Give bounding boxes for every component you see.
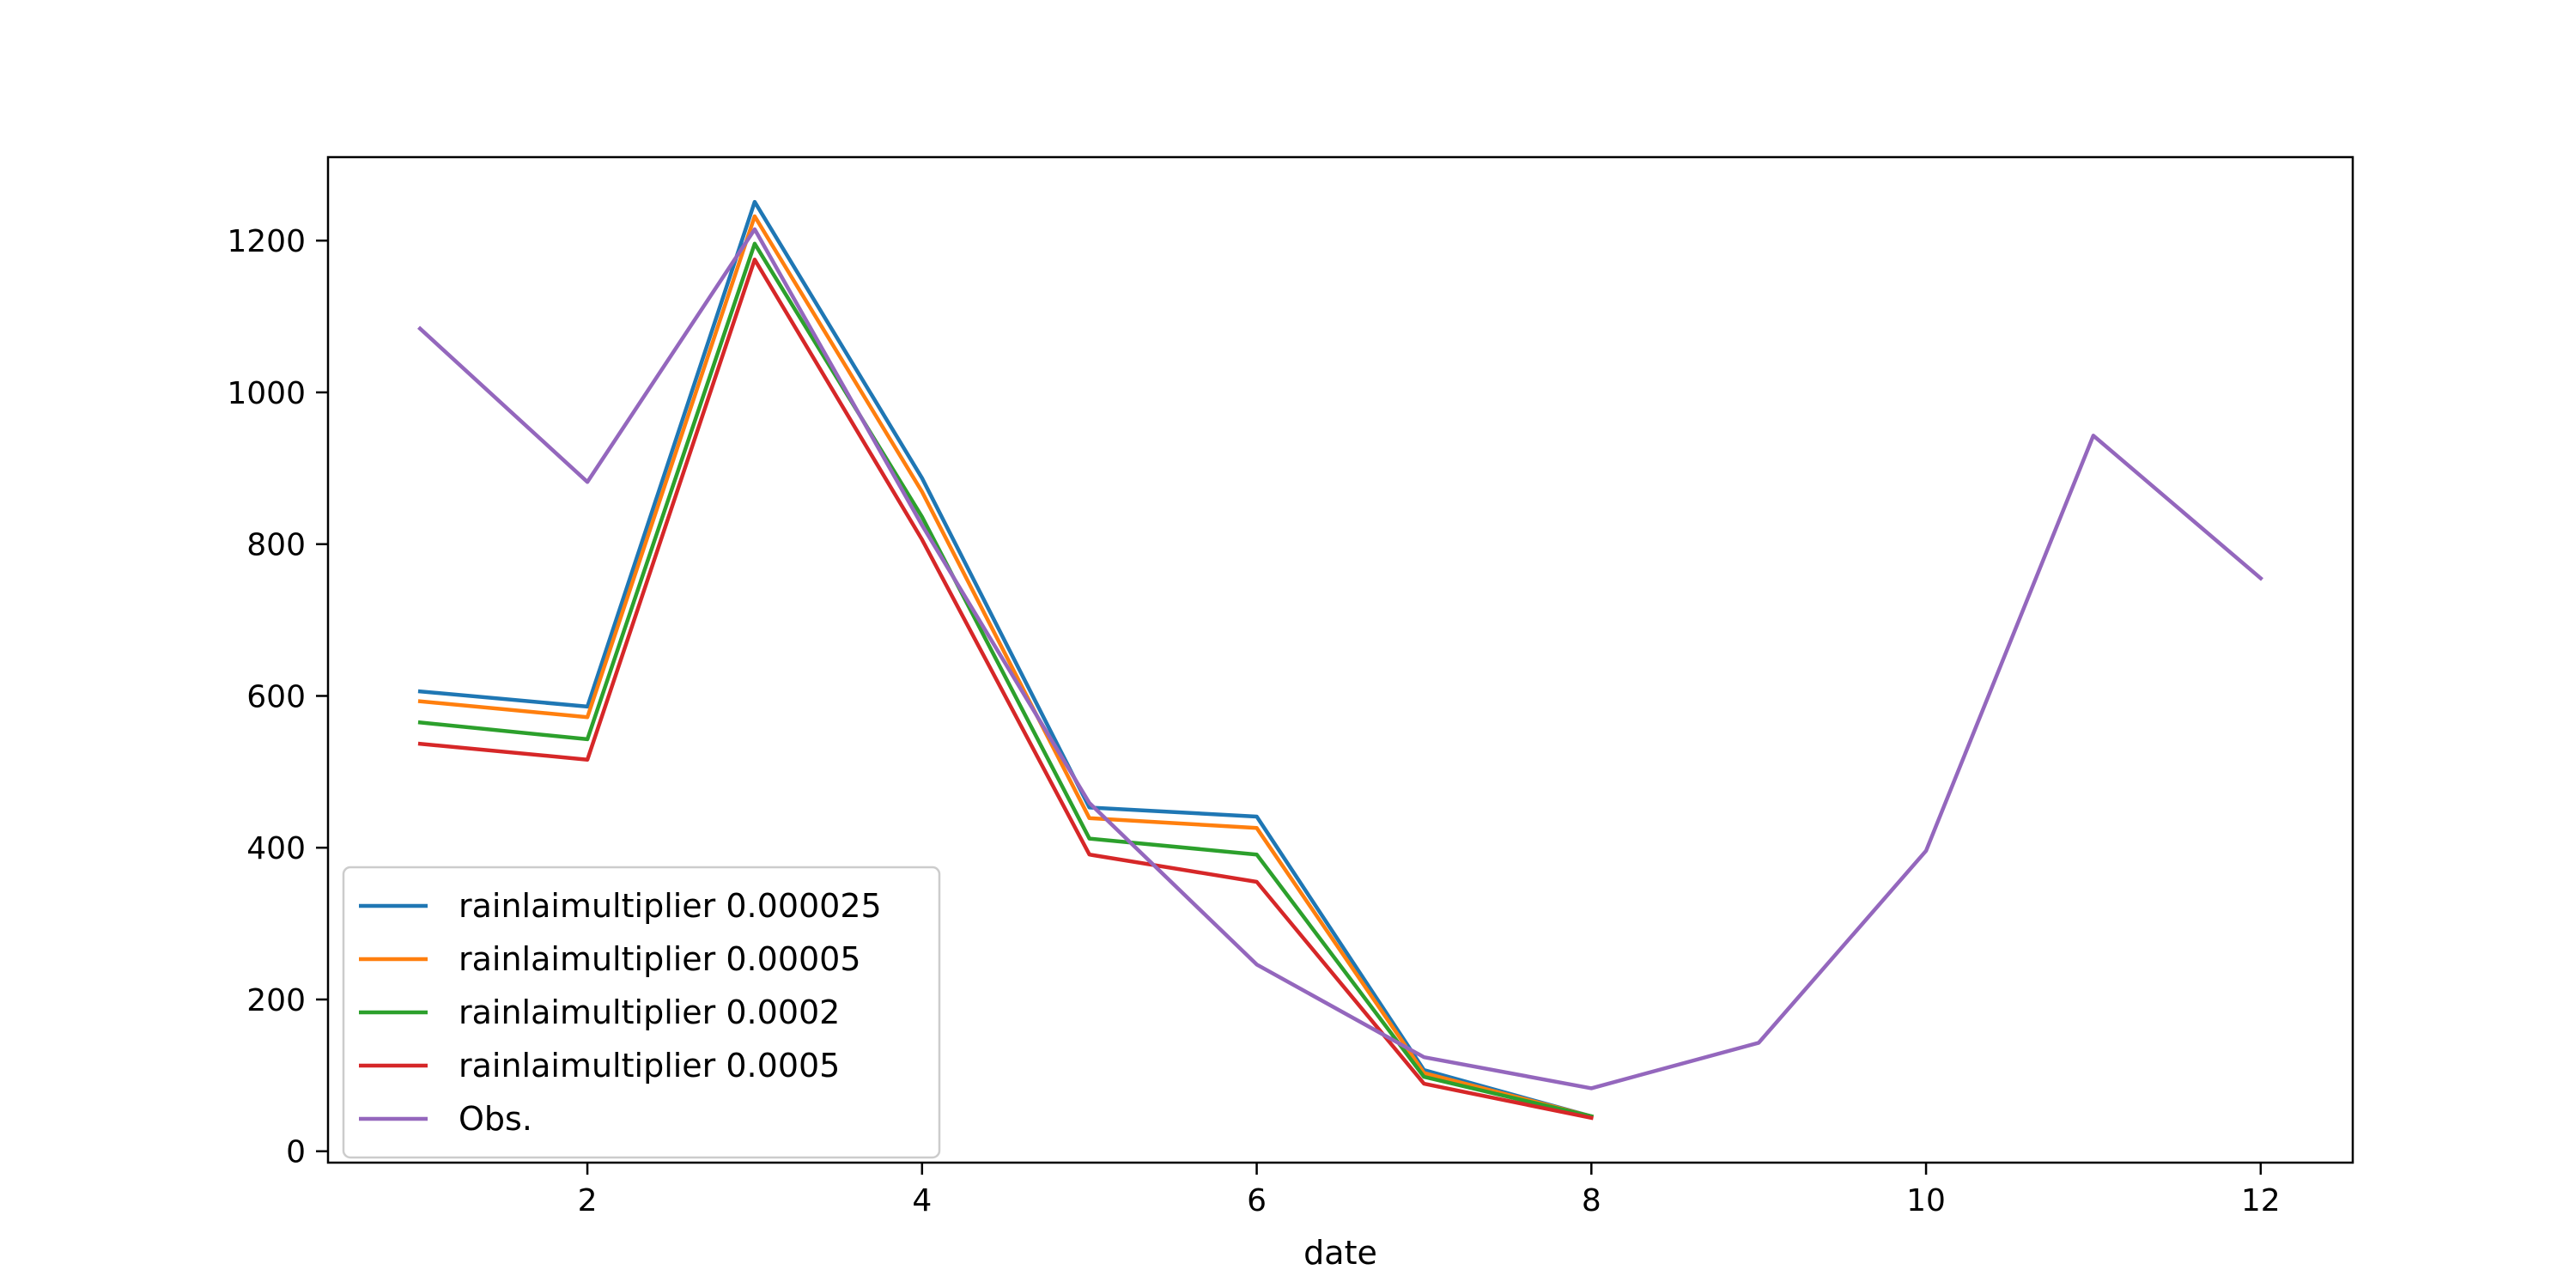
- legend-label: rainlaimultiplier 0.0005: [459, 1047, 840, 1084]
- legend: rainlaimultiplier 0.000025 rainlaimultipl…: [342, 866, 941, 1159]
- y-tick-label: 0: [286, 1135, 306, 1170]
- x-tick-label: 12: [2241, 1183, 2281, 1218]
- x-axis-label: date: [1303, 1234, 1377, 1272]
- y-tick-label: 800: [246, 528, 306, 563]
- x-tick-label: 10: [1906, 1183, 1946, 1218]
- legend-box: [342, 866, 941, 1159]
- x-tick-label: 8: [1582, 1183, 1601, 1218]
- y-tick-label: 400: [246, 831, 306, 866]
- x-tick-label: 6: [1247, 1183, 1267, 1218]
- x-tick-label: 2: [578, 1183, 598, 1218]
- ticks: 2 4 6 8 10 12 0 200 400 600 800 1000 1200: [227, 224, 2280, 1218]
- series-line-5: [417, 227, 2263, 1091]
- x-tick-label: 4: [912, 1183, 932, 1218]
- legend-label: rainlaimultiplier 0.00005: [459, 940, 861, 978]
- plot-frame: [326, 155, 2354, 1164]
- y-tick-label: 1200: [227, 224, 306, 259]
- y-tick-label: 1000: [227, 376, 306, 411]
- y-tick-label: 200: [246, 983, 306, 1018]
- series-line-1: [417, 199, 1595, 1119]
- y-tick-label: 600: [246, 679, 306, 714]
- series-line-2: [417, 214, 1595, 1119]
- series-lines: [417, 199, 2263, 1121]
- legend-label: Obs.: [459, 1100, 532, 1138]
- legend-label: rainlaimultiplier 0.0002: [459, 993, 840, 1031]
- legend-label: rainlaimultiplier 0.000025: [459, 887, 882, 925]
- series-line-4: [417, 258, 1594, 1121]
